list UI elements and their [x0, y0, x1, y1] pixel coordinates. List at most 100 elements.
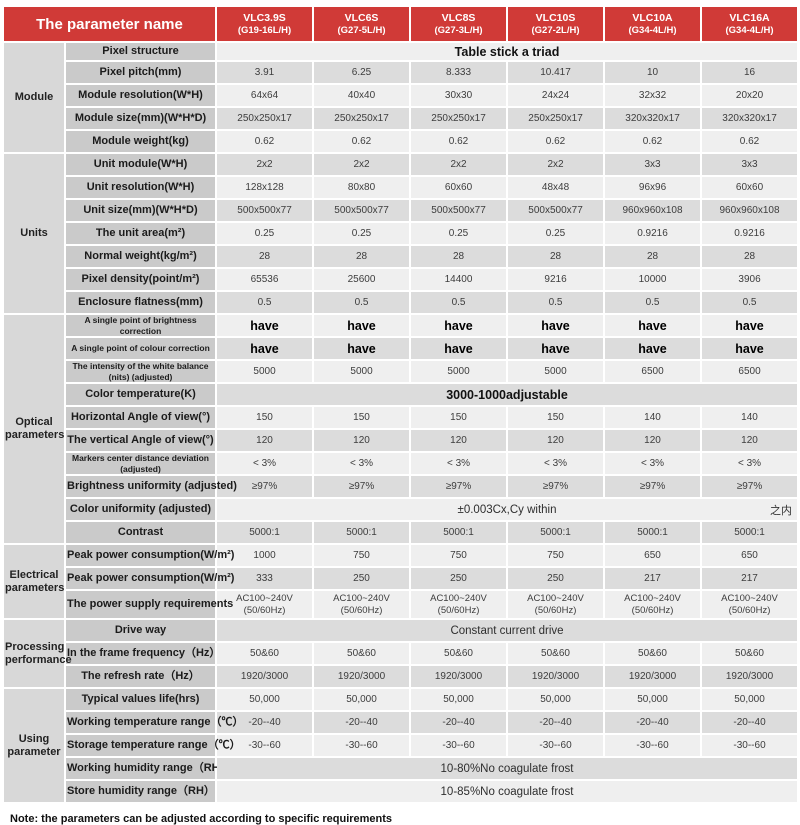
table-row: A single point of colour correction have h…	[4, 338, 798, 359]
table-row: Processing performance Drive way Constant …	[4, 620, 798, 687]
product-model: VLC8S	[441, 12, 476, 24]
value-cell: 50&60	[702, 643, 798, 664]
value-cell: 5000	[508, 361, 604, 382]
product-column-header: VLC3.9S (G19-16L/H)	[217, 7, 313, 41]
value-cell: 1920/3000	[314, 666, 410, 687]
product-sub-model: (G27-3L/H)	[434, 24, 483, 36]
value-cell: ≥97%	[411, 476, 507, 497]
group-label: Optical parameters	[4, 315, 64, 543]
value-cell: 2x2	[411, 154, 507, 175]
product-column-header: VLC8S (G27-3L/H)	[411, 7, 507, 41]
value-cell: 0.9216	[702, 223, 798, 244]
row-label: The refresh rate（Hz）	[66, 666, 216, 687]
value-cell: 1920/3000	[605, 666, 701, 687]
value-cell: 5000:1	[508, 522, 604, 543]
row-label: A single point of colour correction	[66, 338, 216, 359]
table-row: The unit area(m²) 0.25 0.25 0.25 0.25 0.9216 0…	[4, 223, 798, 244]
table-row: Module weight(kg) 0.62 0.62 0.62 0.62 0.62 0.6…	[4, 131, 798, 152]
value-cell: 150	[508, 407, 604, 428]
value-cell: 333	[217, 568, 313, 589]
span-value-cell: ±0.003Cx,Cy within 之内	[217, 499, 798, 520]
value-cell: 50&60	[605, 643, 701, 664]
value-cell: 960x960x108	[702, 200, 798, 221]
row-label: In the frame frequency（Hz）	[66, 643, 220, 664]
value-cell: 28	[314, 246, 410, 267]
product-column-header: VLC6S (G27-5L/H)	[314, 7, 410, 41]
row-label: Module resolution(W*H)	[66, 85, 216, 106]
value-cell: 0.62	[508, 131, 604, 152]
group-label: Electrical parameters	[4, 545, 64, 618]
value-cell: 50&60	[411, 643, 507, 664]
product-model: VLC16A	[729, 12, 770, 24]
value-cell: 28	[217, 246, 313, 267]
value-cell: 3906	[702, 269, 798, 290]
value-cell: 0.25	[508, 223, 604, 244]
value-cell: 3.91	[217, 62, 313, 83]
value-cell: 2x2	[217, 154, 313, 175]
value-cell: 50,000	[411, 689, 507, 710]
product-column-header: VLC16A (G34-4L/H)	[702, 7, 798, 41]
table-row: The refresh rate（Hz） 1920/3000 1920/3000 19…	[4, 666, 798, 687]
value-cell: 28	[411, 246, 507, 267]
value-cell: 0.62	[217, 131, 313, 152]
group-label: Module	[4, 43, 64, 152]
value-cell: 5000:1	[702, 522, 798, 543]
value-cell: ≥97%	[314, 476, 410, 497]
row-label: The vertical Angle of view(°)	[66, 430, 216, 451]
table-row: Contrast 5000:1 5000:1 5000:1 5000:1 5000:1 50…	[4, 522, 798, 543]
value-cell: 250x250x17	[314, 108, 410, 129]
value-cell: 28	[605, 246, 701, 267]
value-cell: < 3%	[411, 453, 507, 474]
row-label: Pixel pitch(mm)	[66, 62, 216, 83]
value-cell: 120	[702, 430, 798, 451]
group-label: Units	[4, 154, 64, 313]
value-cell: 6500	[702, 361, 798, 382]
value-cell: 8.333	[411, 62, 507, 83]
value-cell: 25600	[314, 269, 410, 290]
value-cell: 128x128	[217, 177, 313, 198]
value-cell: have	[605, 338, 701, 359]
value-cell: 1920/3000	[217, 666, 313, 687]
value-cell: 0.62	[702, 131, 798, 152]
span-value-cell: Constant current drive	[217, 620, 798, 641]
table-row: Using parameter Typical values life(hrs) 5…	[4, 689, 798, 802]
value-cell: 250	[314, 568, 410, 589]
value-cell: < 3%	[217, 453, 313, 474]
table-row: Working humidity range（RH） 10-80%No coagu…	[4, 758, 798, 779]
value-cell: < 3%	[702, 453, 798, 474]
table-row: The intensity of the white balance (nits…	[4, 361, 798, 382]
row-label: Color uniformity (adjusted)	[66, 499, 216, 520]
row-label: The unit area(m²)	[66, 223, 216, 244]
value-cell: 960x960x108	[605, 200, 701, 221]
table-row: The power supply requirements AC100~240V …	[4, 591, 798, 618]
table-row: Store humidity range（RH） 10-85%No coagula…	[4, 781, 798, 802]
value-cell: 96x96	[605, 177, 701, 198]
group-label: Processing performance	[4, 620, 72, 687]
table-row: Color uniformity (adjusted) ±0.003Cx,Cy w…	[4, 499, 798, 520]
value-cell: 500x500x77	[508, 200, 604, 221]
value-cell: AC100~240V (50/60Hz)	[702, 591, 798, 618]
table-row: Peak power consumption(W/m²) 333 250 250 250…	[4, 568, 798, 589]
value-cell: 48x48	[508, 177, 604, 198]
value-cell: ≥97%	[605, 476, 701, 497]
value-cell: < 3%	[605, 453, 701, 474]
row-label: Drive way	[66, 620, 216, 641]
value-cell: 0.25	[217, 223, 313, 244]
value-cell: 50&60	[508, 643, 604, 664]
value-cell: 500x500x77	[314, 200, 410, 221]
parameter-name-header: The parameter name	[4, 7, 216, 41]
value-cell: 750	[314, 545, 410, 566]
table-row: Normal weight(kg/m²) 28 28 28 28 28 28	[4, 246, 798, 267]
value-cell: have	[217, 315, 313, 336]
value-cell: -30--60	[605, 735, 701, 756]
value-cell: 250x250x17	[411, 108, 507, 129]
table-row: Module Pixel structure Table stick a triad	[4, 43, 798, 152]
table-row: Module size(mm)(W*H*D) 250x250x17 250x250x…	[4, 108, 798, 129]
spec-table: The parameter name VLC3.9S (G19-16L/H) VLC…	[2, 5, 799, 804]
value-cell: 217	[702, 568, 798, 589]
value-cell: 5000	[217, 361, 313, 382]
value-cell: have	[411, 315, 507, 336]
row-label: Normal weight(kg/m²)	[66, 246, 216, 267]
value-cell: 500x500x77	[217, 200, 313, 221]
